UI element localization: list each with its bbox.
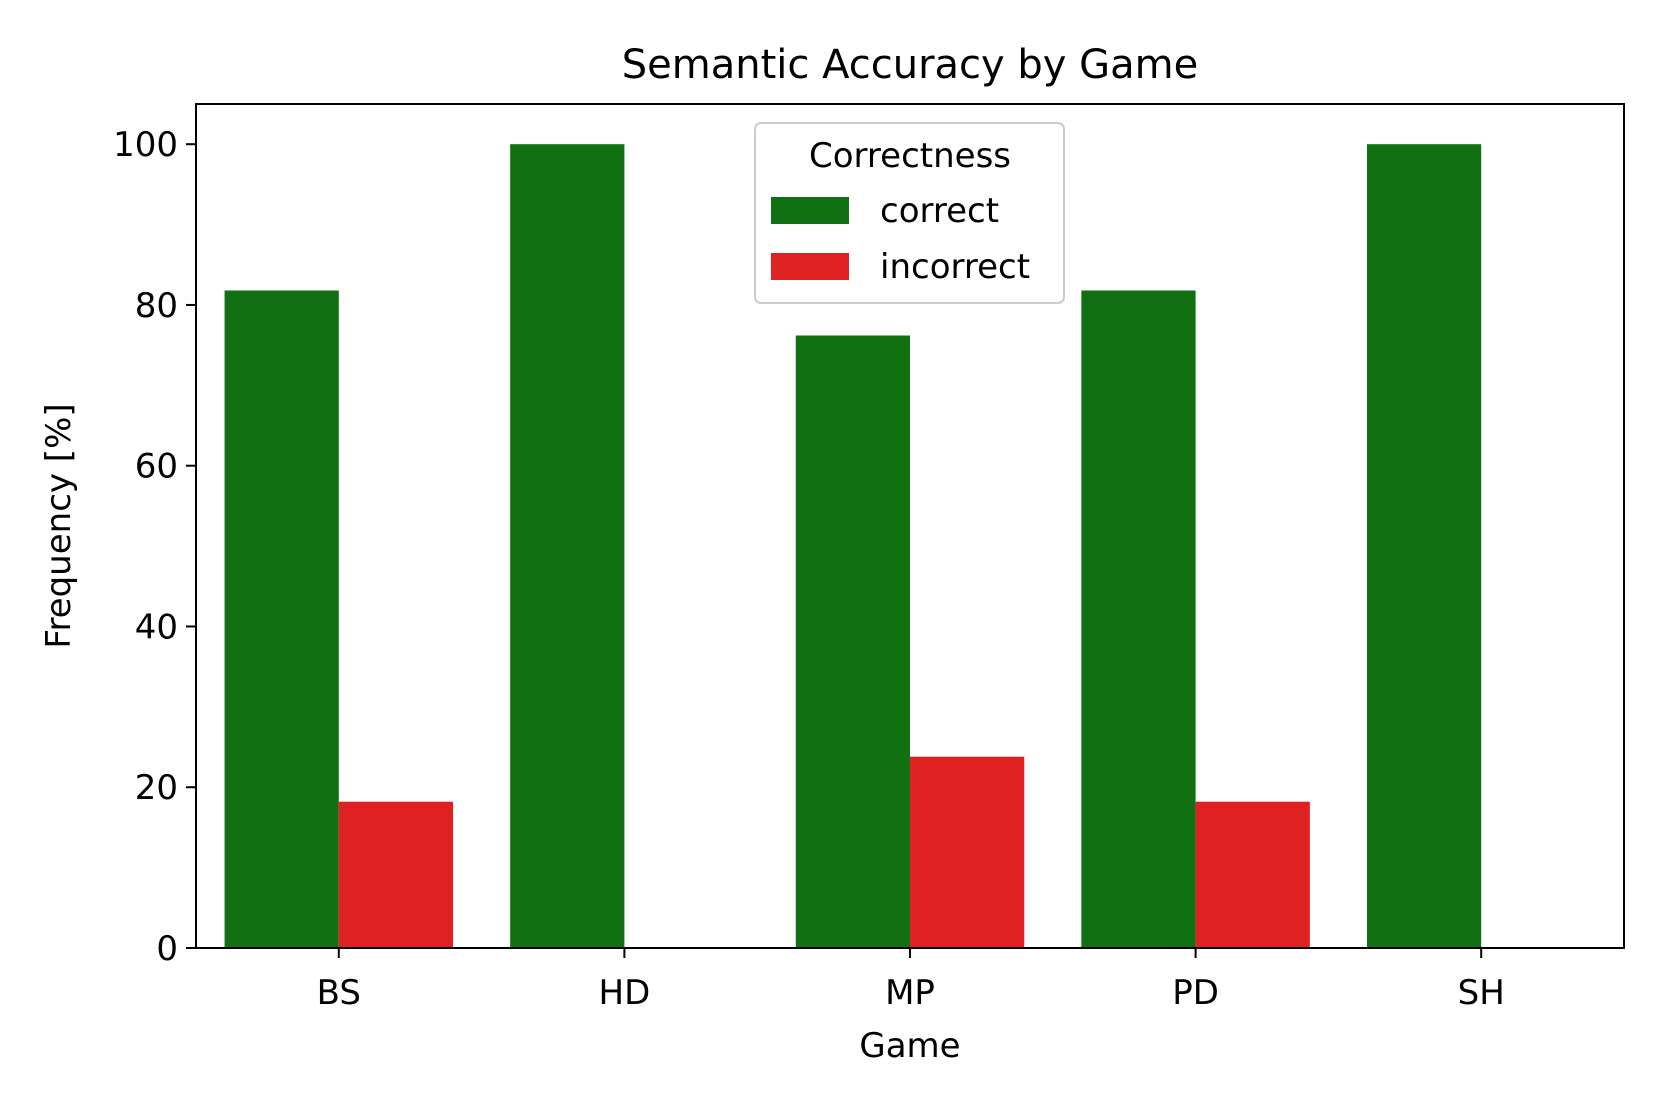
x-tick-label-sh: SH: [1458, 973, 1505, 1013]
bar-mp-correct: [795, 335, 910, 948]
legend-title: Correctness: [809, 136, 1011, 176]
y-tick-label-100: 100: [113, 125, 178, 165]
legend-label-incorrect: incorrect: [880, 247, 1030, 287]
bar-bs-correct: [224, 290, 339, 949]
y-tick-label-60: 60: [135, 447, 178, 487]
plot-frame: [195, 103, 1625, 949]
y-tick-label-80: 80: [135, 286, 178, 326]
bars-group: [224, 144, 1482, 949]
x-tick-label-pd: PD: [1172, 973, 1219, 1013]
x-axis: BS HD MP PD SH: [317, 948, 1505, 1013]
y-tick-label-0: 0: [156, 929, 178, 969]
legend-swatch-incorrect: [771, 253, 849, 280]
y-tick-label-20: 20: [135, 768, 178, 808]
legend-swatch-correct: [771, 197, 849, 224]
legend: Correctness correct incorrect: [754, 122, 1065, 304]
x-tick-label-bs: BS: [317, 973, 361, 1013]
y-axis: 0 20 40 60 80 100: [113, 125, 196, 969]
y-axis-label: Frequency [%]: [39, 403, 79, 648]
bar-pd-incorrect: [1195, 801, 1310, 948]
bar-mp-incorrect: [910, 756, 1025, 948]
legend-label-correct: correct: [880, 191, 999, 231]
x-tick-label-hd: HD: [599, 973, 651, 1013]
x-tick-label-mp: MP: [885, 973, 935, 1013]
x-axis-label: Game: [859, 1026, 960, 1066]
bar-hd-correct: [510, 144, 625, 948]
y-tick-label-40: 40: [135, 607, 178, 647]
bar-pd-correct: [1081, 290, 1196, 949]
bar-bs-incorrect: [338, 801, 454, 948]
bar-sh-correct: [1366, 144, 1482, 948]
chart-title: Semantic Accuracy by Game: [622, 42, 1199, 88]
